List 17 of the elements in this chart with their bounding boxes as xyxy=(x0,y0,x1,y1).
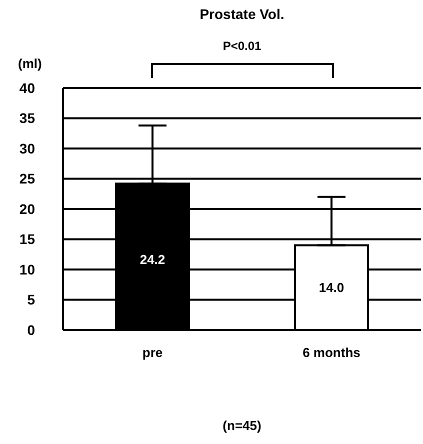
x-axis-title: (n=45) xyxy=(222,418,262,433)
y-tick-label: 10 xyxy=(19,261,36,278)
data-label: 24.2 xyxy=(140,252,166,268)
y-tick-label: 40 xyxy=(19,80,36,96)
y-tick-label: 5 xyxy=(27,292,36,308)
y-tick-label: 15 xyxy=(19,231,36,248)
x-tick-label: 6 months xyxy=(302,345,360,360)
y-axis-title: (ml) xyxy=(18,56,42,71)
chart-title: Prostate Vol. xyxy=(198,6,286,22)
y-tick-label: 25 xyxy=(19,170,36,187)
data-label: 14.0 xyxy=(318,280,344,295)
y-tick-label: 35 xyxy=(19,110,36,126)
y-tick-label: 20 xyxy=(19,200,36,217)
text: P<0.01 xyxy=(222,39,262,53)
y-tick-label: 30 xyxy=(19,140,36,156)
y-tick-label: 0 xyxy=(27,322,36,338)
x-tick-label: pre xyxy=(142,345,163,360)
